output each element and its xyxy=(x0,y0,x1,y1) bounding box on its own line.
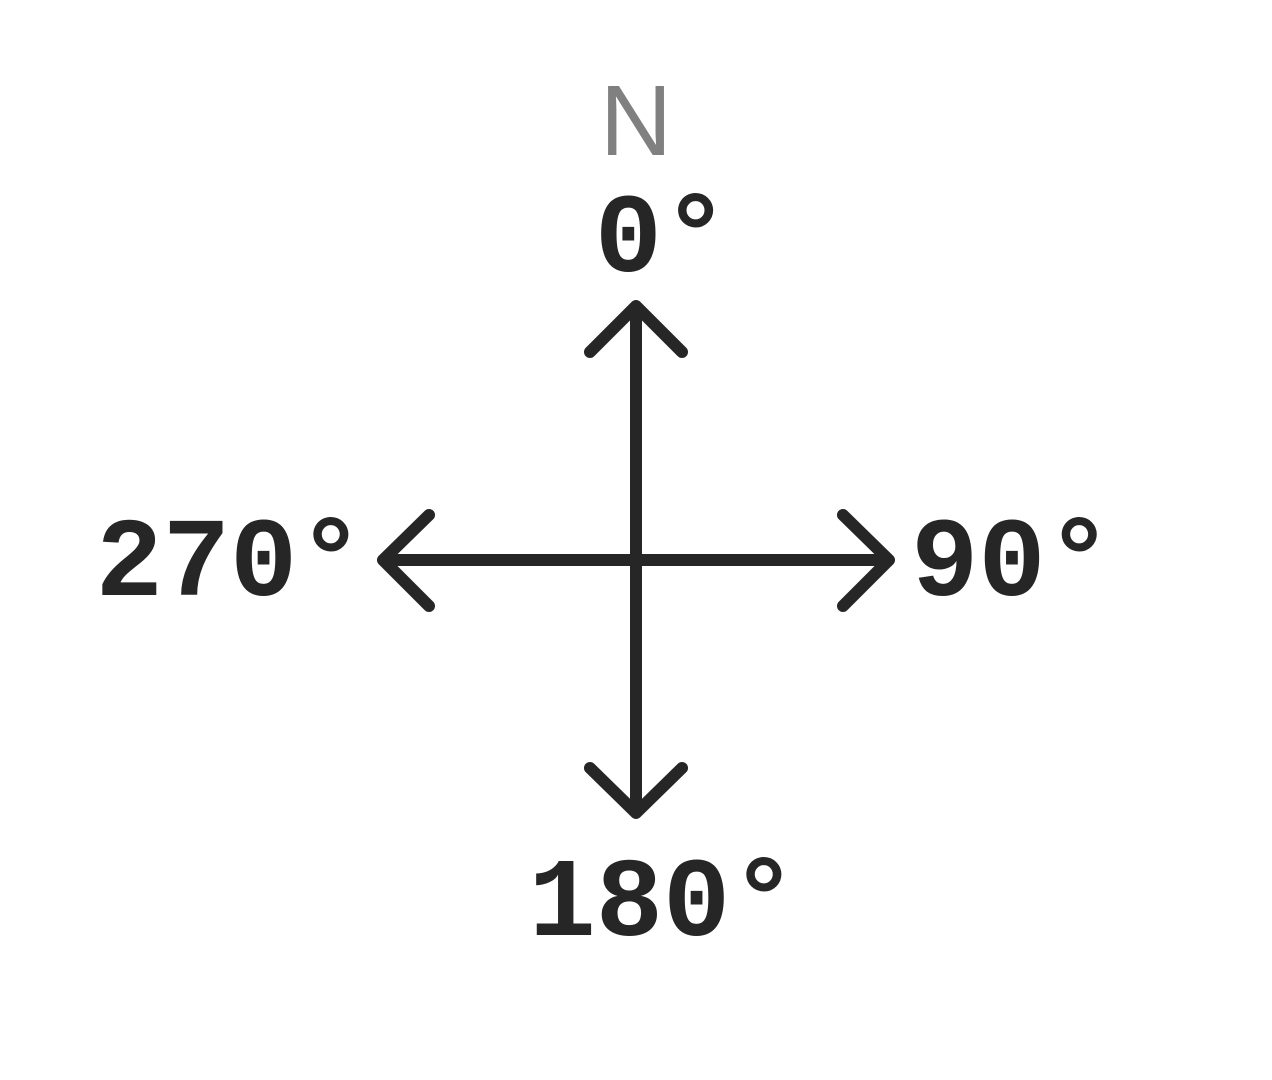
arrowhead-south-icon xyxy=(584,762,688,819)
label-west-270-degrees: 270° xyxy=(96,502,365,629)
compass-arrows xyxy=(377,300,895,819)
arrowhead-west-icon xyxy=(377,509,435,612)
label-south-180-degrees: 180° xyxy=(529,842,798,969)
north-letter: N xyxy=(600,65,672,177)
label-north-0-degrees: 0° xyxy=(595,178,729,305)
arrowhead-north-icon xyxy=(584,300,688,358)
label-east-90-degrees: 90° xyxy=(911,502,1113,629)
arrowhead-east-icon xyxy=(837,509,895,612)
